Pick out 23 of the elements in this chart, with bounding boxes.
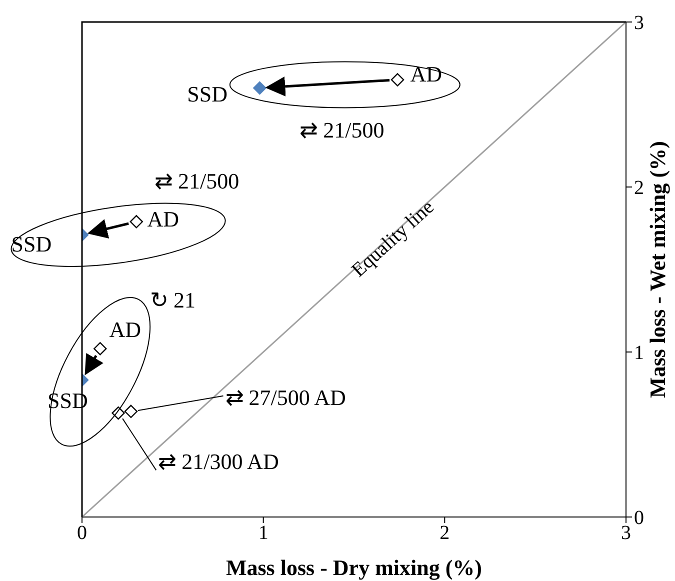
point	[94, 342, 107, 356]
annotation: AD	[109, 317, 141, 342]
annotation: SSD	[187, 81, 228, 106]
y-axis-title: Mass loss - Wet mixing (%)	[645, 141, 670, 398]
y-tick-label: 0	[634, 507, 644, 530]
x-tick-label: 2	[440, 522, 450, 544]
annotation: ↻ 21	[150, 288, 196, 313]
y-tick-label: 2	[634, 177, 644, 200]
x-axis-title: Mass loss - Dry mixing (%)	[226, 555, 482, 580]
x-tick-label: 0	[77, 522, 87, 544]
point	[390, 73, 404, 86]
point	[124, 404, 138, 418]
y-tick-label: 1	[634, 342, 644, 364]
text: SSD	[11, 231, 52, 256]
y-tick-label: 3	[634, 12, 644, 34]
x-tick-label: 1	[258, 522, 268, 544]
annotation: ⇄ 21/500	[300, 118, 384, 143]
annotation: ⇄ 21/500	[154, 168, 240, 194]
annotation: ⇄ 21/300 AD	[158, 449, 279, 474]
annotation: AD	[147, 206, 180, 232]
annotation: ⇄ 27/500 AD	[225, 384, 346, 410]
annotation: AD	[410, 61, 442, 86]
point	[130, 215, 143, 228]
